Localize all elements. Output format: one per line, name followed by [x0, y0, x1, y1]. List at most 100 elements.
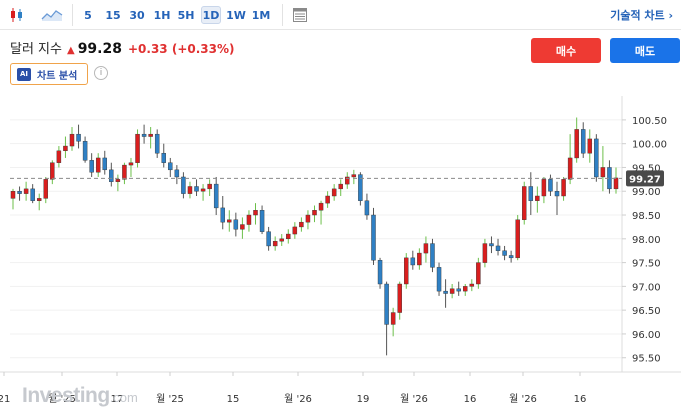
candle-body	[476, 262, 481, 285]
candlestick-chart-icon[interactable]	[8, 6, 26, 24]
timeframe-1w[interactable]: 1W	[226, 8, 246, 22]
candle-body	[56, 150, 62, 163]
x-tick-label: 월 '26	[509, 393, 537, 405]
candle-body	[305, 214, 311, 223]
candle-body	[272, 240, 278, 247]
change-percent: (+0.33%)	[171, 42, 235, 56]
candle-body	[574, 129, 579, 159]
candle-body	[181, 176, 186, 194]
candle-body	[141, 133, 147, 137]
candle-body	[358, 174, 363, 201]
candle-body	[318, 202, 324, 211]
candle-body	[36, 198, 42, 201]
x-tick-label: 16	[574, 394, 587, 405]
candle-body	[502, 250, 507, 256]
candle-body	[259, 210, 265, 232]
candle-body	[43, 179, 49, 199]
y-tick-label: 100.00	[632, 140, 667, 151]
ai-analysis-label: 차트 분석	[37, 70, 78, 82]
candle-body	[587, 138, 593, 154]
candle-body	[371, 214, 376, 261]
candle-body	[95, 157, 101, 173]
y-tick-label: 99.00	[632, 187, 661, 198]
candle-body	[220, 207, 225, 223]
candle-body	[63, 145, 68, 152]
y-tick-label: 97.50	[632, 259, 661, 270]
candle-body	[213, 183, 219, 209]
y-tick-label: 98.00	[632, 235, 661, 246]
candle-body	[207, 183, 212, 190]
price-chart[interactable]: 100.50 100.00 99.50 99.00 98.50 98.00 97.50 97.…	[0, 96, 681, 418]
timeframe-5h[interactable]: 5H	[177, 8, 195, 22]
table-view-icon[interactable]	[291, 6, 309, 24]
candle-body	[541, 179, 547, 197]
x-tick-label: 19	[357, 394, 370, 405]
ai-chart-analysis-button[interactable]: AI 차트 분석	[10, 63, 88, 85]
candle-body	[436, 267, 442, 292]
toolbar-divider	[72, 4, 73, 26]
y-tick-label: 100.50	[632, 116, 667, 127]
timeframe-1h[interactable]: 1H	[153, 8, 171, 22]
candle-body	[161, 152, 166, 163]
candle-body	[508, 255, 514, 259]
candle-body	[50, 162, 55, 180]
x-tick-label: 월 '25	[48, 393, 76, 405]
candle-body	[580, 129, 586, 154]
candle-body	[397, 283, 402, 313]
last-price: 99.28	[77, 41, 122, 57]
chart-toolbar: 5 15 30 1H 5H 1D 1W 1M 기술적 차트 ›	[0, 0, 681, 30]
candle-body	[10, 191, 16, 199]
candle-body	[535, 195, 540, 201]
candle-body	[128, 162, 134, 166]
info-icon[interactable]: i	[94, 66, 108, 80]
y-tick-label: 99.50	[632, 163, 661, 174]
x-tick-label: 17	[111, 394, 124, 405]
candle-body	[482, 243, 488, 263]
sell-button[interactable]: 매도	[610, 38, 680, 63]
candle-body	[233, 219, 239, 230]
candle-body	[613, 177, 619, 190]
candle-body	[561, 179, 566, 197]
candle-body	[331, 188, 337, 197]
candle-body	[449, 288, 455, 294]
buy-button[interactable]: 매수	[531, 38, 601, 63]
candle-body	[154, 133, 160, 154]
candle-body	[463, 286, 468, 292]
candle-body	[23, 188, 29, 194]
candle-body	[115, 179, 121, 182]
candle-body	[76, 133, 81, 142]
candle-body	[456, 288, 461, 292]
candle-body	[109, 169, 114, 182]
up-arrow-icon: ▲	[66, 45, 75, 56]
timeframe-1d[interactable]: 1D	[201, 6, 221, 24]
candle-body	[423, 243, 429, 254]
candle-body	[69, 133, 75, 147]
candle-body	[187, 186, 193, 194]
timeframe-5[interactable]: 5	[84, 8, 92, 22]
timeframe-30[interactable]: 30	[129, 8, 145, 22]
current-price-tag	[626, 170, 664, 187]
toolbar-divider	[282, 4, 283, 26]
candle-body	[554, 191, 560, 197]
candle-body	[266, 231, 271, 247]
timeframe-1m[interactable]: 1M	[251, 8, 271, 22]
technical-chart-link[interactable]: 기술적 차트 ›	[610, 9, 673, 22]
candle-body	[345, 176, 350, 185]
candlestick-chart[interactable]: 100.50 100.00 99.50 99.00 98.50 98.00 97.50 97.…	[0, 96, 681, 418]
y-tick-label: 96.00	[632, 330, 661, 341]
candle-body	[377, 260, 383, 285]
candle-body	[594, 138, 599, 178]
candle-body	[410, 257, 416, 266]
candle-body	[200, 188, 206, 192]
timeframe-15[interactable]: 15	[105, 8, 121, 22]
ai-icon: AI	[17, 67, 31, 81]
candle-body	[600, 167, 606, 178]
area-chart-icon[interactable]	[40, 6, 64, 24]
candle-body	[430, 243, 435, 268]
candle-body	[102, 157, 107, 171]
candle-body	[174, 169, 180, 178]
x-tick-label: 월 '26	[284, 393, 312, 405]
candle-body	[351, 174, 357, 178]
candle-body	[286, 233, 291, 240]
candle-body	[122, 164, 127, 180]
